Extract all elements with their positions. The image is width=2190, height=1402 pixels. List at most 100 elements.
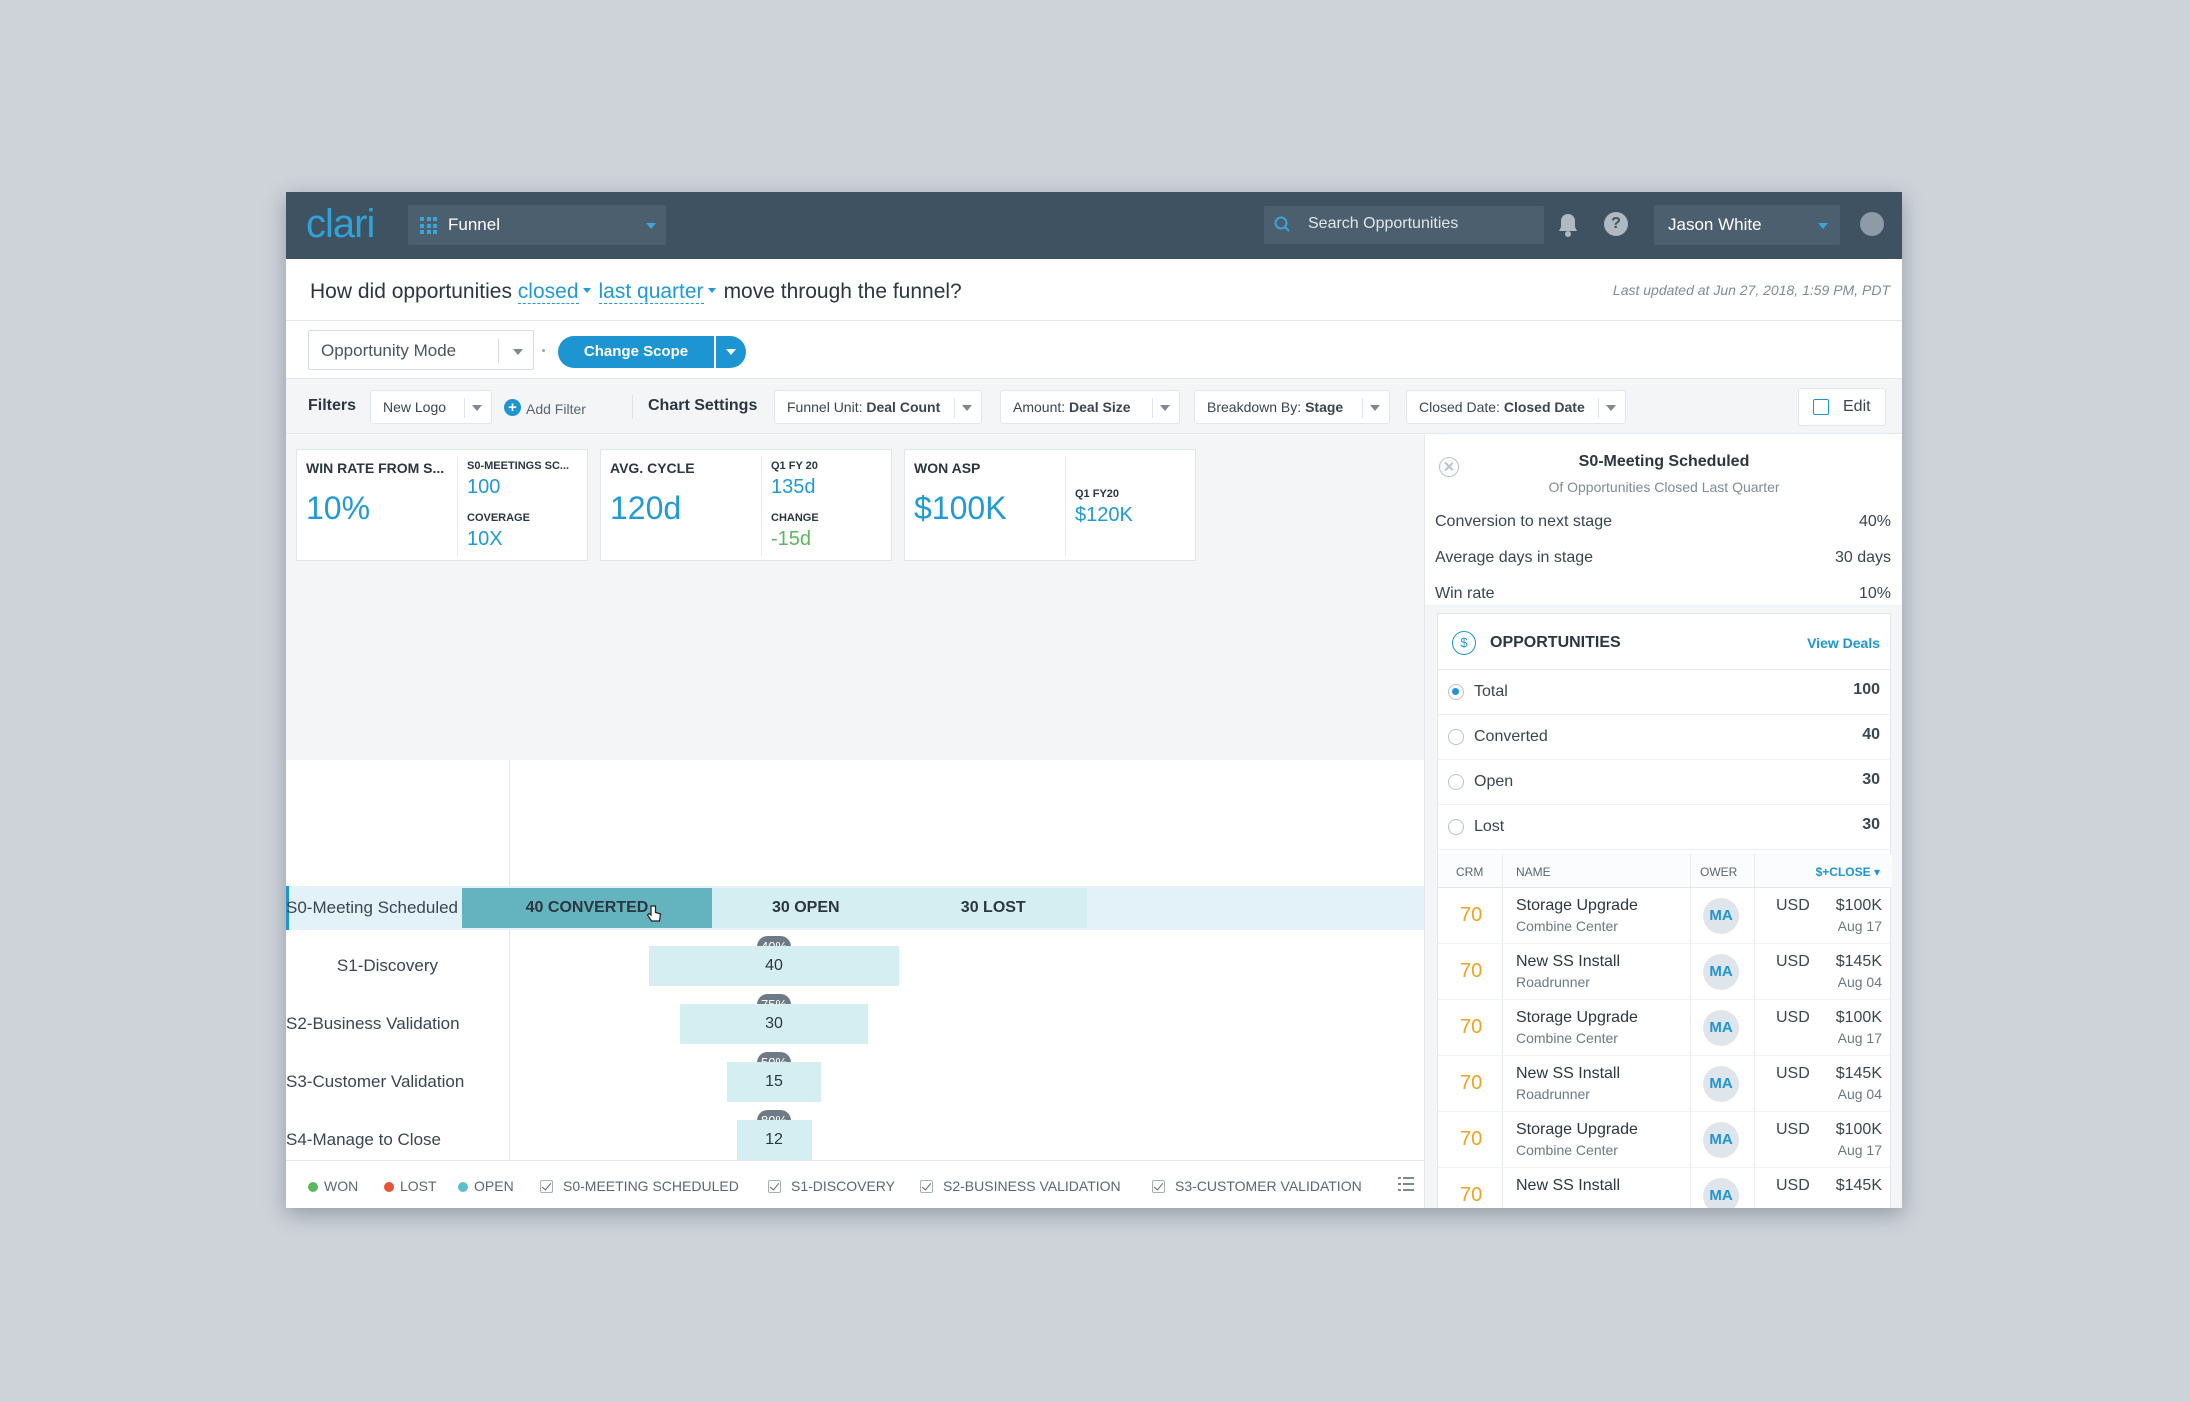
opportunity-name: Storage Upgrade	[1516, 897, 1638, 914]
kpi-avg-cycle[interactable]: AVG. CYCLE 120d Q1 FY 20 135d CHANGE -15…	[600, 449, 892, 561]
close-icon[interactable]	[1439, 457, 1459, 477]
legend-label: S0-MEETING SCHEDULED	[563, 1178, 739, 1194]
edit-button[interactable]: Edit	[1798, 388, 1886, 426]
avatar: MA	[1703, 1010, 1739, 1046]
opportunities-card: $ OPPORTUNITIES View Deals Total 100 Conv…	[1437, 613, 1892, 1208]
stage-label[interactable]: S2-Business Validation	[286, 1014, 460, 1033]
divider	[1754, 1112, 1755, 1167]
funnel-segment-open[interactable]: 30 OPEN	[712, 888, 900, 928]
funnel-segment-lost[interactable]: 30 LOST	[899, 888, 1087, 928]
avatar: MA	[1703, 954, 1739, 990]
crm-score: 70	[1460, 904, 1483, 926]
legend-stage1[interactable]: S1-DISCOVERY	[768, 1178, 895, 1194]
help-icon[interactable]: ?	[1604, 212, 1628, 236]
separator-dot	[542, 349, 545, 352]
legend-stage3[interactable]: S3-CUSTOMER VALIDATION	[1152, 1178, 1362, 1194]
option-count: 30	[1862, 816, 1880, 833]
table-row[interactable]: 70 New SS Install MA USD $145K	[1438, 1168, 1892, 1208]
table-row[interactable]: 70 Storage Upgrade Combine Center MA USD $100…	[1438, 888, 1892, 944]
stat-label: Conversion to next stage	[1435, 513, 1612, 530]
chat-icon[interactable]	[1860, 212, 1884, 236]
stage-label[interactable]: S1-Discovery	[336, 956, 438, 975]
divider	[1502, 854, 1503, 887]
stat-row: Win rate 10%	[1435, 585, 1891, 603]
divider	[1598, 398, 1599, 418]
stage-label[interactable]: S0-Meeting Scheduled	[286, 898, 459, 917]
status-dropdown[interactable]: closed	[517, 280, 579, 304]
app-selector-label: Funnel	[448, 215, 500, 234]
chevron-down-icon[interactable]	[707, 288, 716, 294]
kpi-won-asp[interactable]: WON ASP $100K Q1 FY20 $120K	[904, 449, 1196, 561]
stage-label[interactable]: S4-Manage to Close	[286, 1130, 441, 1149]
funnel-bar[interactable]: 30	[680, 1004, 868, 1044]
amount: $100K	[1835, 1121, 1882, 1138]
apps-grid-icon	[420, 217, 437, 234]
legend-open[interactable]: OPEN	[458, 1178, 514, 1194]
legend-lost[interactable]: LOST	[384, 1178, 437, 1194]
mode-select[interactable]: Opportunity Mode	[308, 330, 534, 370]
checkbox-icon	[768, 1180, 781, 1193]
option-count: 40	[1862, 726, 1880, 743]
funnel-bar[interactable]: 40	[649, 946, 899, 986]
radio-icon	[1448, 819, 1464, 835]
bell-icon[interactable]	[1556, 212, 1580, 238]
user-menu[interactable]: Jason White	[1654, 205, 1840, 245]
change-scope-button[interactable]: Change Scope	[558, 336, 714, 368]
app-window: clari Funnel Search Opportunities ? Jaso…	[286, 192, 1902, 1208]
chevron-down-icon	[962, 405, 972, 411]
table-row[interactable]: 70 Storage Upgrade Combine Center MA USD $100…	[1438, 1000, 1892, 1056]
option-open[interactable]: Open 30	[1438, 760, 1892, 805]
option-converted[interactable]: Converted 40	[1438, 715, 1892, 760]
search-opportunities[interactable]: Search Opportunities	[1264, 206, 1544, 244]
view-deals-link[interactable]: View Deals	[1807, 635, 1880, 651]
add-filter-button[interactable]: + Add Filter	[504, 399, 586, 417]
table-row[interactable]: 70 New SS Install Roadrunner MA USD $145K Aug …	[1438, 944, 1892, 1000]
legend-stage2[interactable]: S2-BUSINESS VALIDATION	[920, 1178, 1121, 1194]
option-total[interactable]: Total 100	[1438, 670, 1892, 715]
stage-label[interactable]: S3-Customer Validation	[286, 1072, 465, 1091]
checkbox-icon	[920, 1180, 933, 1193]
amount-key: Amount:	[1013, 399, 1066, 415]
clari-logo[interactable]: clari	[306, 202, 375, 246]
kpi-title: WIN RATE FROM S...	[306, 460, 445, 476]
legend-stage0[interactable]: S0-MEETING SCHEDULED	[540, 1178, 739, 1194]
amount: $145K	[1835, 1177, 1882, 1194]
filter-new-logo[interactable]: New Logo	[370, 390, 492, 424]
list-icon[interactable]	[1398, 1177, 1414, 1191]
crm-score: 70	[1460, 960, 1483, 982]
option-lost[interactable]: Lost 30	[1438, 805, 1892, 850]
breakdown-key: Breakdown By:	[1207, 399, 1302, 415]
change-scope-dropdown[interactable]	[716, 336, 746, 368]
table-header: CRM NAME OWER $+CLOSE ▾	[1438, 854, 1892, 888]
column-owner[interactable]: OWER	[1700, 865, 1738, 879]
currency: USD	[1776, 1121, 1810, 1138]
table-row[interactable]: 70 Storage Upgrade Combine Center MA USD $100…	[1438, 1112, 1892, 1168]
legend-won[interactable]: WON	[308, 1178, 358, 1194]
kpi-title: WON ASP	[914, 460, 981, 476]
divider	[1754, 854, 1755, 887]
funnel-unit-select[interactable]: Funnel Unit: Deal Count	[774, 390, 982, 424]
divider	[464, 398, 465, 418]
app-selector[interactable]: Funnel	[408, 205, 666, 245]
divider	[1690, 1112, 1691, 1167]
period-dropdown[interactable]: last quarter	[598, 280, 704, 304]
closed-date-select[interactable]: Closed Date: Closed Date	[1406, 390, 1626, 424]
table-row[interactable]: 70 New SS Install Roadrunner MA USD $145K Aug …	[1438, 1056, 1892, 1112]
funnel-segment-converted[interactable]: 40 CONVERTED	[462, 888, 712, 928]
funnel-bar[interactable]: 15	[727, 1062, 821, 1102]
kpi-win-rate[interactable]: WIN RATE FROM S... 10% S0-MEETINGS SC...…	[296, 449, 588, 561]
close-date: Aug 04	[1837, 1086, 1882, 1102]
currency: USD	[1776, 953, 1810, 970]
search-placeholder: Search Opportunities	[1308, 215, 1459, 232]
top-nav: clari Funnel Search Opportunities ? Jaso…	[286, 192, 1902, 259]
column-close-sort[interactable]: $+CLOSE ▾	[1815, 865, 1880, 879]
column-name[interactable]: NAME	[1516, 865, 1551, 879]
dollar-icon: $	[1452, 631, 1476, 655]
question-suffix: move through the funnel?	[723, 280, 962, 303]
chevron-down-icon[interactable]	[582, 288, 591, 294]
checkbox-icon	[540, 1180, 553, 1193]
breakdown-select[interactable]: Breakdown By: Stage	[1194, 390, 1390, 424]
amount-select[interactable]: Amount: Deal Size	[1000, 390, 1180, 424]
funnel-bar[interactable]: 12	[736, 1120, 812, 1160]
column-crm[interactable]: CRM	[1456, 865, 1484, 879]
